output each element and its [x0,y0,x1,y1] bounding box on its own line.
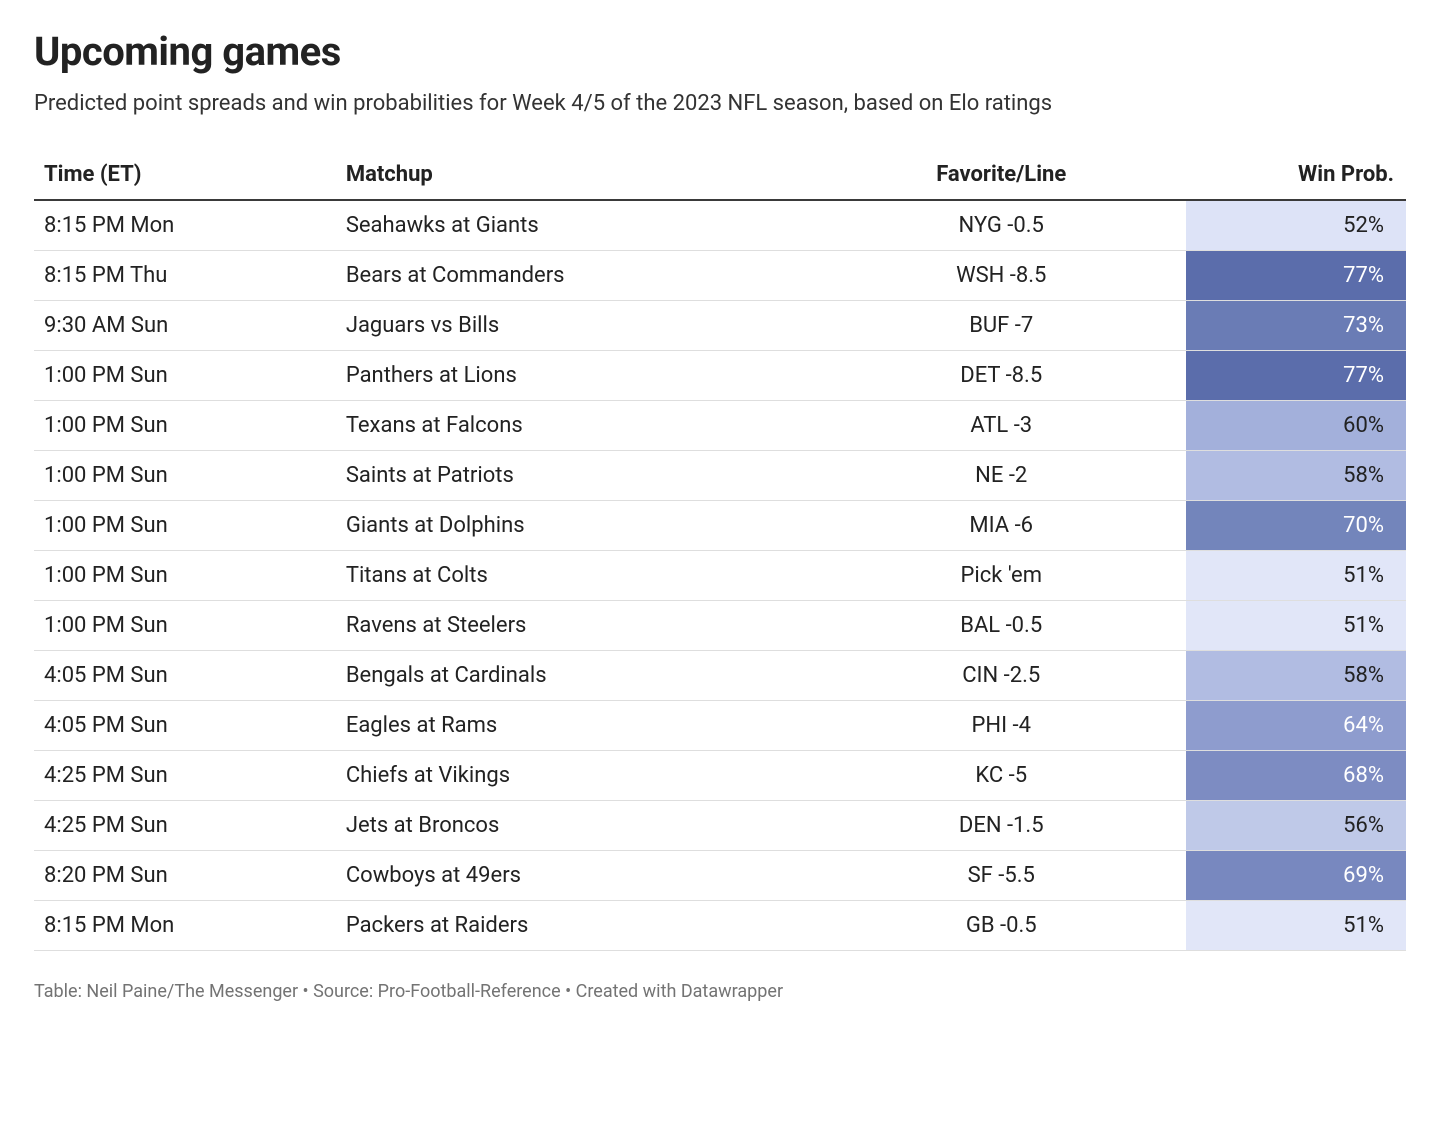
cell-time: 4:25 PM Sun [34,750,336,800]
cell-time: 8:15 PM Thu [34,250,336,300]
table-container: Upcoming games Predicted point spreads a… [0,0,1440,1042]
cell-winprob: 60% [1186,400,1406,450]
cell-favorite: KC -5 [816,750,1186,800]
cell-favorite: Pick 'em [816,550,1186,600]
cell-winprob: 68% [1186,750,1406,800]
cell-time: 9:30 AM Sun [34,300,336,350]
table-row: 1:00 PM SunRavens at SteelersBAL -0.551% [34,600,1406,650]
table-row: 1:00 PM SunGiants at DolphinsMIA -670% [34,500,1406,550]
cell-winprob: 70% [1186,500,1406,550]
cell-time: 8:20 PM Sun [34,850,336,900]
cell-matchup: Saints at Patriots [336,450,816,500]
table-body: 8:15 PM MonSeahawks at GiantsNYG -0.552%… [34,200,1406,951]
table-row: 4:25 PM SunChiefs at VikingsKC -568% [34,750,1406,800]
cell-winprob: 64% [1186,700,1406,750]
cell-matchup: Panthers at Lions [336,350,816,400]
cell-favorite: GB -0.5 [816,900,1186,950]
cell-favorite: NYG -0.5 [816,200,1186,251]
table-row: 8:15 PM ThuBears at CommandersWSH -8.577… [34,250,1406,300]
col-header-matchup: Matchup [336,148,816,200]
cell-matchup: Bengals at Cardinals [336,650,816,700]
cell-favorite: ATL -3 [816,400,1186,450]
cell-winprob: 51% [1186,550,1406,600]
cell-favorite: BUF -7 [816,300,1186,350]
cell-matchup: Jaguars vs Bills [336,300,816,350]
cell-time: 8:15 PM Mon [34,200,336,251]
cell-favorite: DET -8.5 [816,350,1186,400]
cell-favorite: CIN -2.5 [816,650,1186,700]
cell-winprob: 77% [1186,250,1406,300]
table-row: 4:05 PM SunEagles at RamsPHI -464% [34,700,1406,750]
table-footer: Table: Neil Paine/The Messenger • Source… [34,981,1406,1002]
cell-time: 1:00 PM Sun [34,350,336,400]
table-row: 1:00 PM SunTexans at FalconsATL -360% [34,400,1406,450]
table-row: 1:00 PM SunTitans at ColtsPick 'em51% [34,550,1406,600]
cell-favorite: WSH -8.5 [816,250,1186,300]
cell-favorite: NE -2 [816,450,1186,500]
cell-favorite: SF -5.5 [816,850,1186,900]
cell-matchup: Titans at Colts [336,550,816,600]
cell-time: 1:00 PM Sun [34,400,336,450]
cell-matchup: Cowboys at 49ers [336,850,816,900]
cell-time: 4:05 PM Sun [34,700,336,750]
col-header-time: Time (ET) [34,148,336,200]
cell-winprob: 51% [1186,900,1406,950]
cell-time: 4:05 PM Sun [34,650,336,700]
cell-winprob: 69% [1186,850,1406,900]
cell-matchup: Giants at Dolphins [336,500,816,550]
cell-favorite: PHI -4 [816,700,1186,750]
table-row: 8:20 PM SunCowboys at 49ersSF -5.569% [34,850,1406,900]
col-header-winprob: Win Prob. [1186,148,1406,200]
cell-time: 1:00 PM Sun [34,550,336,600]
cell-matchup: Seahawks at Giants [336,200,816,251]
page-subtitle: Predicted point spreads and win probabil… [34,89,1406,120]
cell-winprob: 56% [1186,800,1406,850]
table-row: 8:15 PM MonSeahawks at GiantsNYG -0.552% [34,200,1406,251]
cell-favorite: MIA -6 [816,500,1186,550]
cell-matchup: Ravens at Steelers [336,600,816,650]
cell-favorite: BAL -0.5 [816,600,1186,650]
table-row: 9:30 AM SunJaguars vs BillsBUF -773% [34,300,1406,350]
table-row: 4:25 PM SunJets at BroncosDEN -1.556% [34,800,1406,850]
cell-winprob: 58% [1186,450,1406,500]
games-table: Time (ET) Matchup Favorite/Line Win Prob… [34,148,1406,951]
cell-matchup: Jets at Broncos [336,800,816,850]
col-header-favorite: Favorite/Line [816,148,1186,200]
cell-matchup: Texans at Falcons [336,400,816,450]
table-row: 1:00 PM SunPanthers at LionsDET -8.577% [34,350,1406,400]
cell-winprob: 73% [1186,300,1406,350]
cell-time: 1:00 PM Sun [34,500,336,550]
table-header-row: Time (ET) Matchup Favorite/Line Win Prob… [34,148,1406,200]
cell-time: 1:00 PM Sun [34,450,336,500]
cell-winprob: 58% [1186,650,1406,700]
cell-time: 1:00 PM Sun [34,600,336,650]
page-title: Upcoming games [34,28,1406,75]
table-row: 8:15 PM MonPackers at RaidersGB -0.551% [34,900,1406,950]
cell-winprob: 51% [1186,600,1406,650]
cell-time: 4:25 PM Sun [34,800,336,850]
cell-matchup: Packers at Raiders [336,900,816,950]
cell-matchup: Bears at Commanders [336,250,816,300]
cell-time: 8:15 PM Mon [34,900,336,950]
cell-favorite: DEN -1.5 [816,800,1186,850]
cell-matchup: Eagles at Rams [336,700,816,750]
table-row: 4:05 PM SunBengals at CardinalsCIN -2.55… [34,650,1406,700]
cell-winprob: 52% [1186,200,1406,251]
cell-matchup: Chiefs at Vikings [336,750,816,800]
table-row: 1:00 PM SunSaints at PatriotsNE -258% [34,450,1406,500]
cell-winprob: 77% [1186,350,1406,400]
